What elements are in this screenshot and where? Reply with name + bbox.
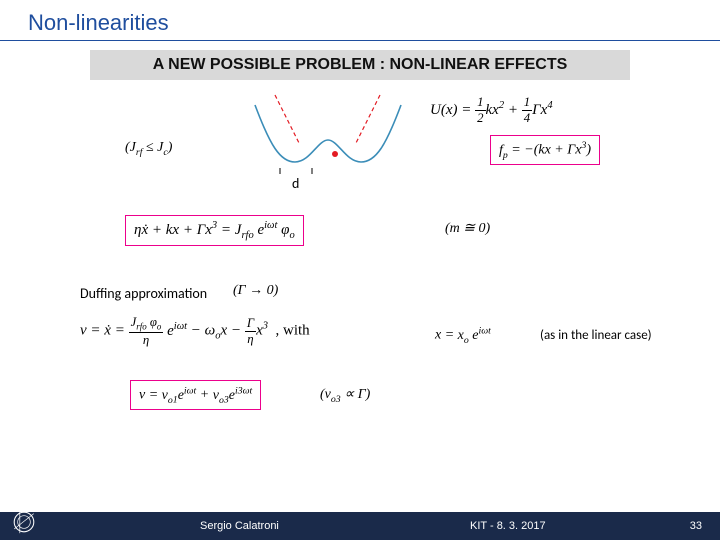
footer-page: 33: [690, 520, 702, 532]
eq-potential: U(x) = 12kx2 + 14Γx4: [430, 95, 553, 126]
cern-logo-icon: [10, 508, 38, 536]
eq-jrf-condition: (Jrf ≤ Jc): [125, 140, 172, 158]
eq-fp: fp = −(kx + Γx3): [490, 135, 600, 165]
d-label: d: [292, 175, 299, 192]
footer: Sergio Calatroni KIT - 8. 3. 2017 33: [0, 512, 720, 540]
linear-case-note: (as in the linear case): [540, 328, 652, 343]
eq-x-ansatz: x = xo eiωt: [435, 325, 491, 345]
subtitle-text: A NEW POSSIBLE PROBLEM : NON-LINEAR EFFE…: [153, 56, 568, 74]
eq-velocity: v = ẋ = Jrfo φoη eiωt − ωox − Γηx3 , wi…: [80, 315, 310, 348]
slide-title: Non-linearities: [28, 10, 169, 36]
subtitle-bar: A NEW POSSIBLE PROBLEM : NON-LINEAR EFFE…: [90, 50, 630, 80]
title-underline: [0, 40, 720, 41]
duffing-label: Duffing approximation: [80, 285, 207, 302]
footer-author: Sergio Calatroni: [200, 520, 279, 532]
potential-diagram: d: [240, 90, 415, 200]
eq-gamma-limit: (Γ → 0): [233, 283, 278, 299]
eq-motion: ηẋ + kx + Γx3 = Jrfo eiωt φo: [125, 215, 304, 246]
eq-v-solution: v = vo1eiωt + vo3ei3ωt: [130, 380, 261, 410]
eq-vo3-prop: (vo3 ∝ Γ): [320, 386, 370, 405]
eq-mass: (m ≅ 0): [445, 220, 490, 237]
footer-venue: KIT - 8. 3. 2017: [470, 520, 546, 532]
